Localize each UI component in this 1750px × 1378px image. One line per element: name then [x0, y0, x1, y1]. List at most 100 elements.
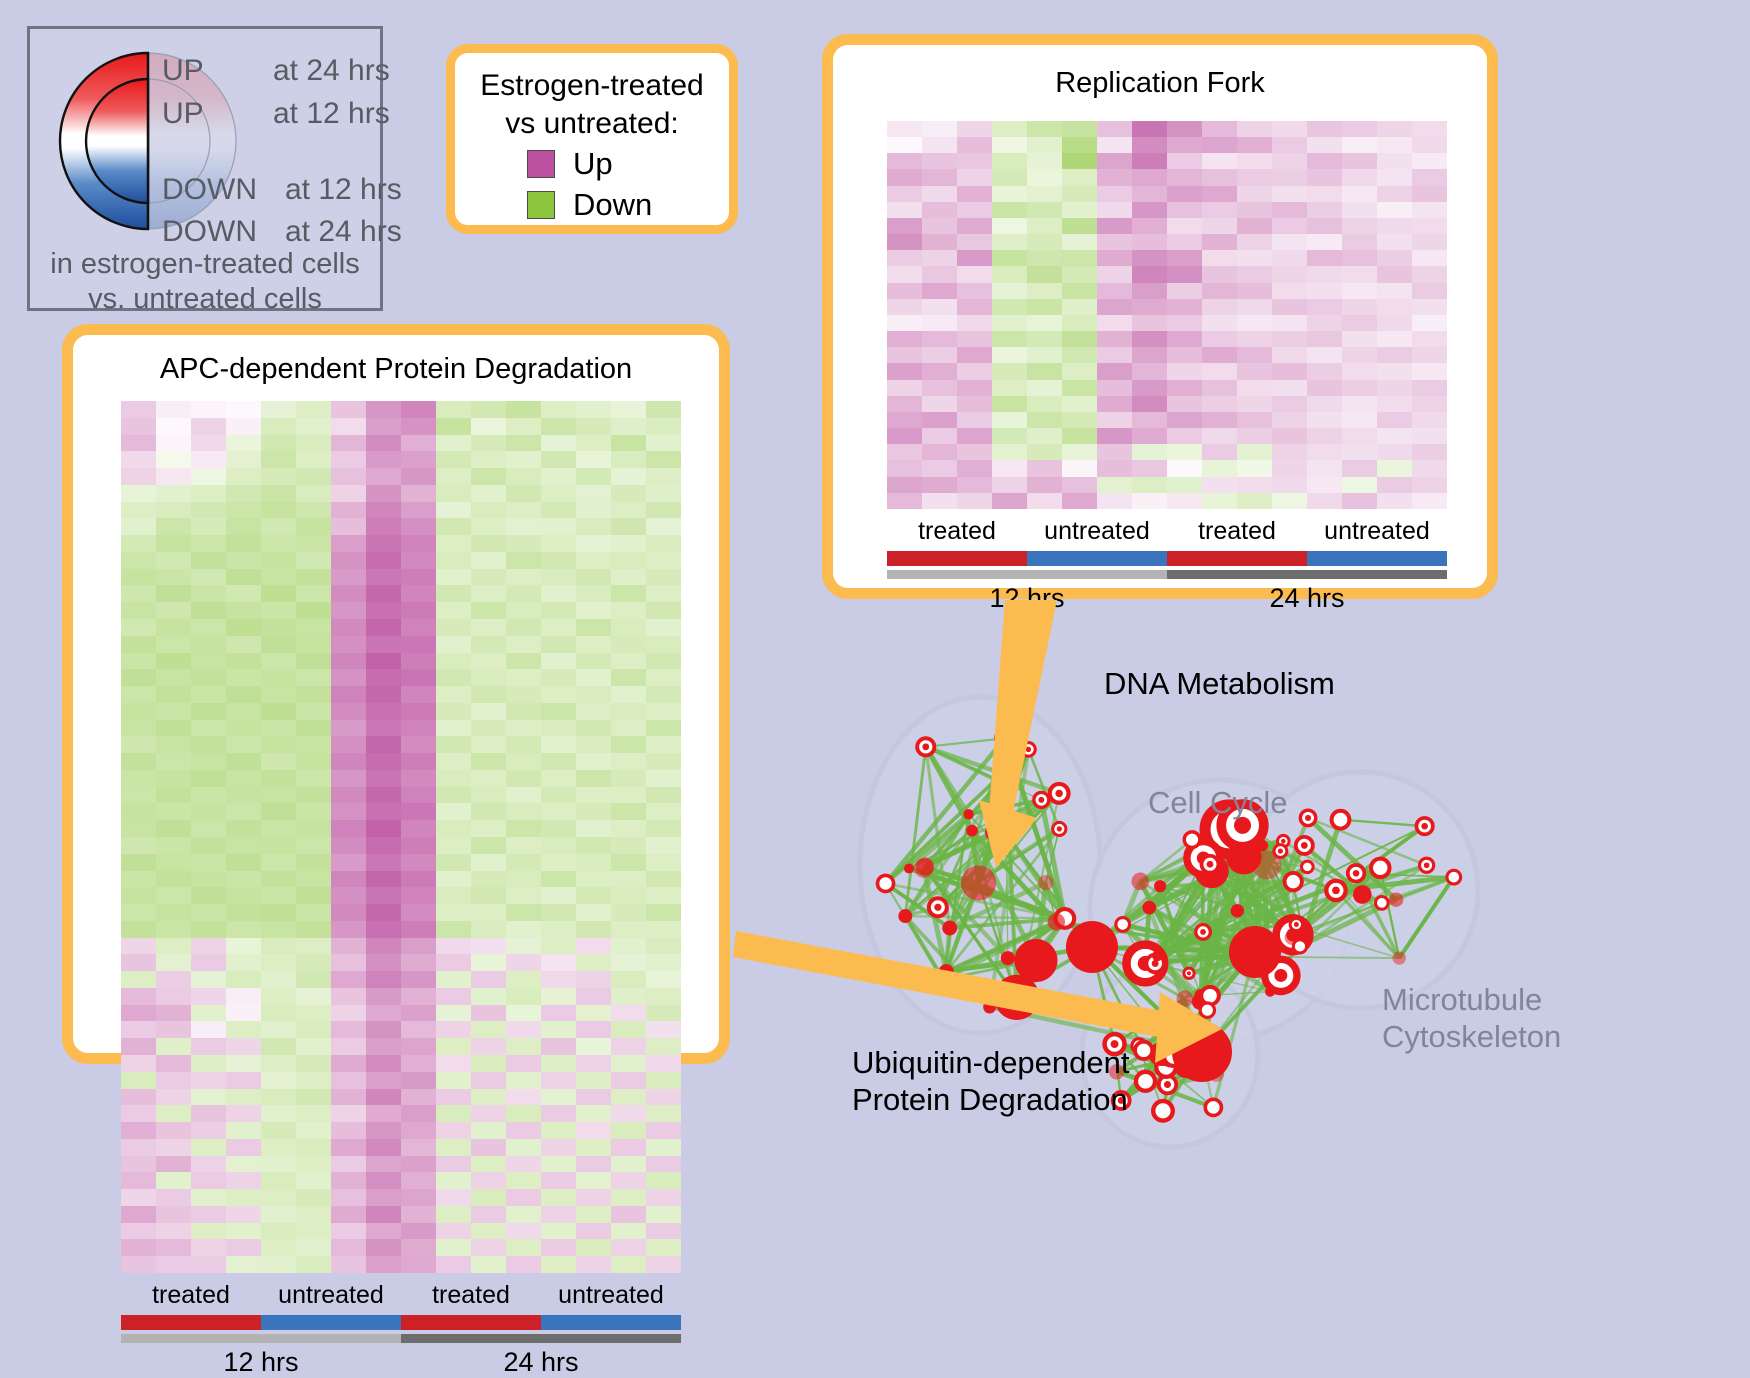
heatmap-cell: [471, 736, 506, 753]
heatmap-cell: [887, 186, 922, 202]
heatmap-cell: [646, 753, 681, 770]
heatmap-cell: [331, 1122, 366, 1139]
heatmap-cell: [506, 703, 541, 720]
heatmap-cell: [261, 921, 296, 938]
heatmap-cell: [992, 299, 1027, 315]
heatmap-cell: [1377, 234, 1412, 250]
heatmap-cell: [646, 971, 681, 988]
network-node-core: [1200, 929, 1206, 935]
heatmap-cell: [611, 988, 646, 1005]
heatmap-cell: [401, 1223, 436, 1240]
heatmap-cell: [226, 1189, 261, 1206]
heatmap-cell: [296, 938, 331, 955]
heatmap-cell: [576, 1256, 611, 1273]
heatmap-cell: [296, 468, 331, 485]
heatmap-cell: [1237, 477, 1272, 493]
heatmap-cell: [331, 585, 366, 602]
heatmap-cell: [121, 418, 156, 435]
heatmap-cell: [1097, 412, 1132, 428]
heatmap-cell: [576, 1139, 611, 1156]
heatmap-cell: [1412, 347, 1447, 363]
heatmap-cell: [331, 820, 366, 837]
heatmap-cell: [226, 887, 261, 904]
heatmap-cell: [1307, 477, 1342, 493]
heatmap-cell: [261, 1038, 296, 1055]
heatmap-cell: [331, 669, 366, 686]
heatmap-cell: [436, 1239, 471, 1256]
heatmap-cell: [471, 468, 506, 485]
heatmap-cell: [261, 720, 296, 737]
heatmap-cell: [1027, 202, 1062, 218]
heatmap-cell: [1202, 218, 1237, 234]
heatmap-cell: [1132, 169, 1167, 185]
heatmap-cell: [887, 444, 922, 460]
heatmap-cell: [121, 938, 156, 955]
heatmap-cell: [1097, 137, 1132, 153]
heatmap-cell: [611, 686, 646, 703]
heatmap-cell: [401, 653, 436, 670]
heatmap-cell: [541, 653, 576, 670]
heatmap-cell: [191, 1239, 226, 1256]
heatmap-cell: [471, 451, 506, 468]
heatmap-cell: [992, 121, 1027, 137]
network-node-core: [934, 904, 941, 911]
heatmap-cell: [401, 1072, 436, 1089]
heatmap-cell: [156, 954, 191, 971]
heatmap-cell: [1412, 153, 1447, 169]
heatmap-cell: [1202, 137, 1237, 153]
heatmap-cell: [576, 636, 611, 653]
heatmap-cell: [261, 871, 296, 888]
heatmap-cell: [887, 266, 922, 282]
heatmap-cell: [1202, 283, 1237, 299]
heatmap-cell: [261, 1139, 296, 1156]
heatmap-cell: [401, 636, 436, 653]
heatmap-cell: [331, 1072, 366, 1089]
heatmap-cell: [646, 1256, 681, 1273]
heatmap-cell: [611, 871, 646, 888]
heatmap-cell: [1307, 363, 1342, 379]
heatmap-cell: [156, 686, 191, 703]
heatmap-cell: [366, 1156, 401, 1173]
heatmap-cell: [1377, 477, 1412, 493]
heatmap-cell: [331, 569, 366, 586]
heatmap-cell: [1272, 396, 1307, 412]
heatmap-cell: [1027, 444, 1062, 460]
heatmap-cell: [191, 988, 226, 1005]
heatmap-cell: [922, 396, 957, 412]
heatmap-cell: [366, 653, 401, 670]
heatmap-cell: [576, 535, 611, 552]
heatmap-cell: [1167, 186, 1202, 202]
square-swatch-icon-down: [527, 191, 555, 219]
heatmap-cell: [1237, 218, 1272, 234]
heatmap-cell: [191, 938, 226, 955]
heatmap-cell: [957, 283, 992, 299]
heatmap-cell: [646, 887, 681, 904]
heatmap-cell: [261, 753, 296, 770]
heatmap-cell: [1307, 169, 1342, 185]
group-color-bar: [1167, 551, 1307, 566]
heatmap-cell: [646, 921, 681, 938]
heatmap-cell: [156, 653, 191, 670]
heatmap-cell: [1097, 331, 1132, 347]
heatmap-cell: [331, 686, 366, 703]
heatmap-cell: [576, 653, 611, 670]
heatmap-cell: [121, 787, 156, 804]
heatmap-cell: [471, 803, 506, 820]
heatmap-cell: [191, 703, 226, 720]
heatmap-cell: [296, 1005, 331, 1022]
heatmap-cell: [366, 904, 401, 921]
heatmap-cell: [331, 988, 366, 1005]
heatmap-cell: [156, 418, 191, 435]
heatmap-cell: [121, 1223, 156, 1240]
heatmap-cell: [1097, 218, 1132, 234]
heatmap-cell: [226, 1005, 261, 1022]
heatmap-cell: [436, 418, 471, 435]
heatmap-cell: [261, 1122, 296, 1139]
heatmap-cell: [296, 585, 331, 602]
heatmap-cell: [957, 412, 992, 428]
network-node: [1205, 1099, 1221, 1115]
heatmap-cell: [401, 686, 436, 703]
heatmap-cell: [1377, 202, 1412, 218]
heatmap-cell: [296, 451, 331, 468]
